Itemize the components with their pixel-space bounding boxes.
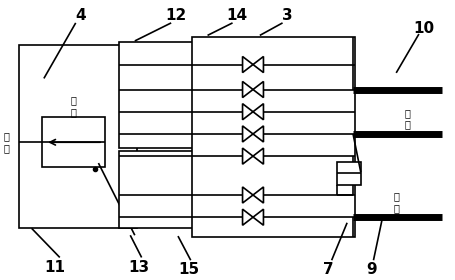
- Text: 3: 3: [281, 8, 292, 24]
- Text: 14: 14: [226, 8, 247, 24]
- Text: 4: 4: [75, 8, 86, 24]
- Polygon shape: [242, 104, 253, 120]
- Polygon shape: [242, 187, 253, 203]
- Text: 11: 11: [45, 260, 66, 275]
- Text: 输
入: 输 入: [3, 131, 9, 153]
- Text: 12: 12: [165, 8, 186, 24]
- Polygon shape: [253, 187, 263, 203]
- Polygon shape: [242, 57, 253, 73]
- Text: 配
线: 配 线: [404, 108, 410, 129]
- Polygon shape: [253, 104, 263, 120]
- Bar: [119, 42, 291, 148]
- Polygon shape: [253, 57, 263, 73]
- Text: 9: 9: [365, 262, 376, 277]
- Bar: [336, 162, 360, 185]
- Bar: [41, 117, 105, 167]
- Polygon shape: [253, 81, 263, 97]
- Text: 13: 13: [128, 260, 150, 275]
- Polygon shape: [253, 148, 263, 164]
- Polygon shape: [242, 148, 253, 164]
- Text: 10: 10: [412, 21, 433, 36]
- Text: 输
出: 输 出: [71, 95, 76, 117]
- Polygon shape: [242, 81, 253, 97]
- Polygon shape: [253, 209, 263, 225]
- Text: 7: 7: [322, 262, 333, 277]
- Polygon shape: [242, 126, 253, 142]
- Polygon shape: [242, 209, 253, 225]
- Bar: [19, 45, 137, 228]
- Polygon shape: [253, 126, 263, 142]
- Bar: [119, 151, 291, 228]
- Text: 主
干: 主 干: [392, 191, 398, 213]
- Bar: [191, 37, 354, 237]
- Text: 15: 15: [178, 262, 199, 277]
